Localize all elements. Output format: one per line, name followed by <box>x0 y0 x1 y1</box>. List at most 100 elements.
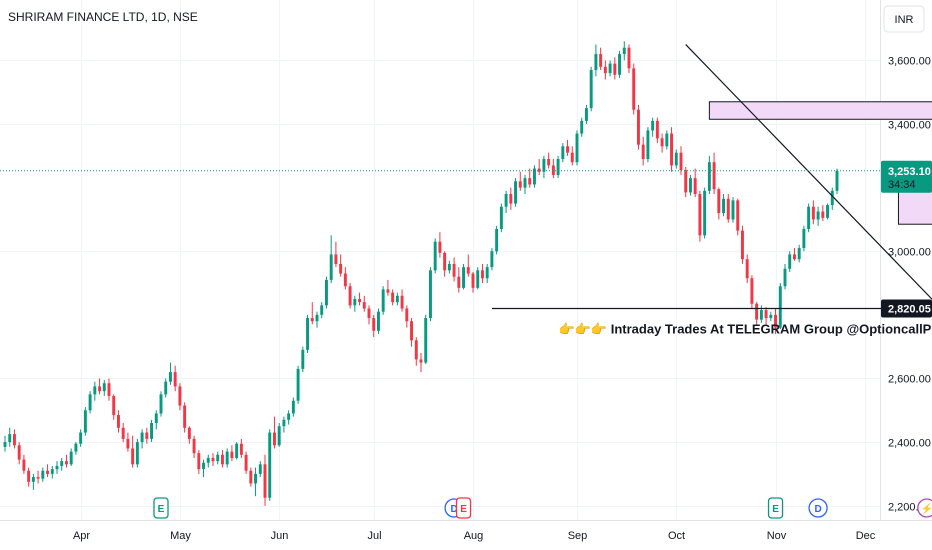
candle[interactable] <box>518 171 522 191</box>
candle[interactable] <box>362 295 366 312</box>
candle[interactable] <box>561 143 565 163</box>
candle[interactable] <box>641 136 645 166</box>
candle[interactable] <box>277 422 281 447</box>
candle[interactable] <box>287 410 291 425</box>
candle[interactable] <box>414 337 418 366</box>
candle[interactable] <box>693 168 697 198</box>
candle[interactable] <box>197 450 201 474</box>
candle[interactable] <box>722 194 726 217</box>
candle[interactable] <box>296 365 300 404</box>
candle[interactable] <box>547 152 551 169</box>
candle[interactable] <box>745 254 749 284</box>
candle[interactable] <box>802 225 806 252</box>
candle[interactable] <box>263 454 267 506</box>
candle[interactable] <box>353 295 357 312</box>
candle[interactable] <box>788 251 792 272</box>
candle[interactable] <box>792 248 796 261</box>
candle[interactable] <box>74 442 78 455</box>
candle[interactable] <box>46 464 50 478</box>
candle[interactable] <box>438 232 442 258</box>
candle[interactable] <box>457 267 461 293</box>
candle[interactable] <box>471 271 475 293</box>
candle[interactable] <box>755 302 759 325</box>
candle[interactable] <box>599 47 603 70</box>
candle[interactable] <box>504 190 508 214</box>
candle[interactable] <box>324 276 328 309</box>
candle[interactable] <box>211 453 215 466</box>
candle[interactable] <box>381 286 385 315</box>
candle[interactable] <box>495 225 499 255</box>
candle[interactable] <box>310 302 314 325</box>
candle[interactable] <box>688 174 692 196</box>
candle[interactable] <box>778 283 782 330</box>
candle[interactable] <box>41 467 45 482</box>
candle[interactable] <box>358 292 362 306</box>
candle[interactable] <box>367 305 371 325</box>
candle[interactable] <box>173 365 177 392</box>
candle[interactable] <box>8 427 12 447</box>
candle[interactable] <box>618 50 622 78</box>
candle[interactable] <box>537 159 541 175</box>
candle[interactable] <box>665 130 669 150</box>
candle[interactable] <box>268 429 272 501</box>
candle[interactable] <box>102 380 106 396</box>
candle[interactable] <box>651 117 655 137</box>
candle[interactable] <box>315 311 319 328</box>
candle[interactable] <box>575 130 579 166</box>
candle[interactable] <box>12 429 16 449</box>
candle[interactable] <box>532 165 536 188</box>
candle[interactable] <box>594 44 598 77</box>
candle[interactable] <box>433 238 437 274</box>
candle[interactable] <box>428 267 432 322</box>
candle[interactable] <box>126 432 130 452</box>
candle[interactable] <box>627 44 631 74</box>
candle[interactable] <box>50 465 54 479</box>
candle[interactable] <box>320 302 324 319</box>
candle[interactable] <box>168 362 172 385</box>
candle[interactable] <box>821 205 825 222</box>
event-marker[interactable]: E <box>767 497 784 519</box>
candle[interactable] <box>570 146 574 166</box>
candle[interactable] <box>135 438 139 468</box>
candle[interactable] <box>282 416 286 433</box>
price-axis[interactable]: 2,200.002,400.002,600.003,000.003,400.00… <box>881 56 932 514</box>
candle[interactable] <box>83 407 87 436</box>
candle[interactable] <box>93 381 97 401</box>
candle[interactable] <box>183 402 187 433</box>
candle[interactable] <box>206 454 210 468</box>
candle[interactable] <box>452 257 456 282</box>
candle[interactable] <box>580 117 584 137</box>
candle[interactable] <box>424 314 428 365</box>
candle[interactable] <box>17 442 21 465</box>
candle[interactable] <box>154 410 158 430</box>
candle[interactable] <box>329 235 333 284</box>
candle[interactable] <box>764 306 768 325</box>
candle[interactable] <box>774 308 778 334</box>
candle[interactable] <box>258 461 262 478</box>
candle[interactable] <box>376 308 380 334</box>
candle[interactable] <box>674 149 678 169</box>
candle[interactable] <box>443 251 447 277</box>
candle[interactable] <box>622 41 626 61</box>
candle[interactable] <box>480 263 484 284</box>
candle[interactable] <box>391 289 395 306</box>
candle[interactable] <box>556 155 560 179</box>
candle[interactable] <box>150 419 154 443</box>
time-axis[interactable]: Apr May Jun Jul Aug Sep Oct Nov Dec <box>73 530 876 542</box>
candle[interactable] <box>603 60 607 80</box>
candle[interactable] <box>410 318 414 347</box>
candle[interactable] <box>22 454 26 474</box>
candle[interactable] <box>395 292 399 306</box>
candle[interactable] <box>220 450 224 468</box>
candle[interactable] <box>334 241 338 268</box>
candle[interactable] <box>485 263 489 284</box>
candle[interactable] <box>3 435 7 452</box>
candle[interactable] <box>306 314 310 354</box>
candle[interactable] <box>830 187 834 210</box>
candle[interactable] <box>712 152 716 195</box>
candle[interactable] <box>339 254 343 277</box>
candle[interactable] <box>230 445 234 462</box>
candles[interactable] <box>3 41 839 506</box>
candle[interactable] <box>636 104 640 150</box>
candle[interactable] <box>731 197 735 223</box>
